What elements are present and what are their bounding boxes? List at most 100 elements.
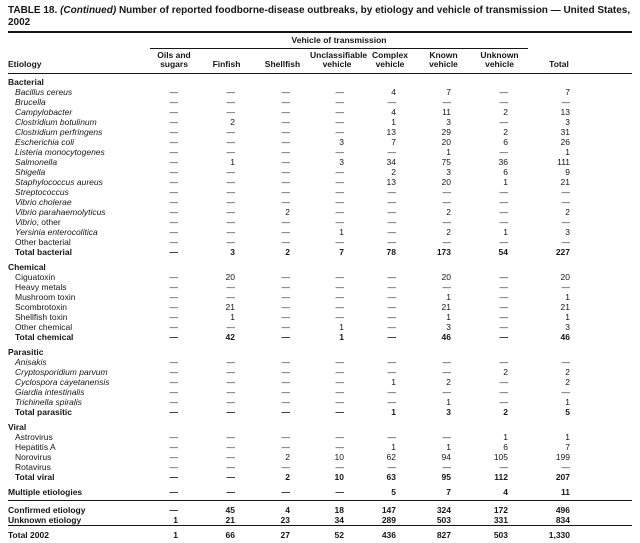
- spacer-cell: [590, 302, 632, 312]
- row-heavy-metals: Heavy metals — — — — — — — —: [8, 282, 632, 292]
- row-label: Parasitic: [8, 346, 44, 357]
- value-cell: 20: [560, 271, 571, 282]
- value-cell: —: [335, 461, 345, 472]
- value-cell: 21: [560, 176, 571, 187]
- value-cell: 2: [565, 366, 571, 377]
- value-cell: 1: [503, 431, 509, 442]
- value-cell: 147: [364, 499, 416, 515]
- spacer-cell: [590, 272, 632, 282]
- row-escherichia-coli: Escherichia coli — — — 3 7 20 6 26: [8, 137, 632, 147]
- value-cell: —: [499, 146, 509, 157]
- value-cell: 6: [503, 136, 509, 147]
- value-cell: 4: [503, 486, 509, 497]
- row-label: Scombrotoxin: [15, 301, 67, 312]
- row-total-parasitic: Total parasitic — — — — 1 3 2 5: [8, 407, 632, 417]
- spacer-cell: [590, 397, 632, 407]
- value-cell: 2: [503, 406, 509, 417]
- value-cell: —: [499, 301, 509, 312]
- value-cell: —: [442, 431, 452, 442]
- value-cell: —: [226, 166, 236, 177]
- value-cell: —: [281, 156, 291, 167]
- column-header-complex-vehicle: Complex vehicle: [364, 48, 416, 74]
- row-label: Cryptosporidium parvum: [15, 366, 108, 377]
- row-label: Viral: [8, 421, 27, 432]
- value-cell: —: [281, 396, 291, 407]
- value-cell: [528, 73, 590, 87]
- row-label: Bacterial: [8, 76, 44, 87]
- value-cell: 436: [364, 524, 416, 543]
- value-cell: —: [169, 486, 179, 497]
- value-cell: 112: [494, 471, 509, 482]
- value-cell: —: [561, 216, 571, 227]
- value-cell: —: [281, 356, 291, 367]
- value-cell: —: [169, 461, 179, 472]
- value-cell: —: [335, 186, 345, 197]
- value-cell: —: [281, 196, 291, 207]
- spacer-cell: [590, 217, 632, 227]
- value-cell: 331: [493, 514, 509, 525]
- value-cell: —: [387, 356, 397, 367]
- value-cell: 78: [386, 246, 396, 257]
- column-header-finfish: Finfish: [198, 48, 255, 74]
- value-cell: —: [226, 196, 236, 207]
- value-cell: —: [169, 376, 179, 387]
- value-cell: 1: [230, 311, 235, 322]
- value-cell: —: [335, 366, 345, 377]
- value-cell: 2: [285, 206, 290, 217]
- value-cell: —: [335, 281, 345, 292]
- row-cyclospora-cayetanensis: Cyclospora cayetanensis — — — — 1 2 — 2: [8, 377, 632, 387]
- value-cell: 4: [255, 499, 310, 515]
- value-cell: —: [335, 271, 345, 282]
- row-label: Brucella: [15, 96, 46, 107]
- spacer-cell: [590, 357, 632, 367]
- value-cell: —: [335, 96, 345, 107]
- value-cell: —: [226, 226, 236, 237]
- value-cell: —: [442, 281, 452, 292]
- spacer-cell: [590, 442, 632, 452]
- row-label: Other bacterial: [15, 236, 71, 247]
- spacer-cell: [590, 515, 632, 526]
- value-cell: —: [499, 311, 509, 322]
- spacer-cell: [590, 472, 632, 482]
- row-bacterial: Bacterial: [8, 73, 632, 87]
- value-cell: —: [499, 386, 509, 397]
- value-cell: —: [387, 431, 397, 442]
- value-cell: —: [169, 366, 179, 377]
- spacer-cell: [590, 237, 632, 247]
- row-label: Multiple etiologies: [8, 486, 83, 497]
- row-label: Total bacterial: [15, 246, 72, 257]
- value-cell: —: [561, 356, 571, 367]
- value-cell: —: [387, 281, 397, 292]
- value-cell: —: [561, 281, 571, 292]
- value-cell: 13: [386, 126, 396, 137]
- value-cell: 1: [565, 146, 571, 157]
- row-brucella: Brucella — — — — — — — —: [8, 97, 632, 107]
- value-cell: —: [499, 86, 509, 97]
- row-total-bacterial: Total bacterial — 3 2 7 78 173 54 227: [8, 247, 632, 257]
- value-cell: —: [335, 106, 345, 117]
- row-salmonella: Salmonella — 1 — 3 34 75 36 111: [8, 157, 632, 167]
- value-cell: —: [335, 196, 345, 207]
- value-cell: 10: [334, 471, 344, 482]
- value-cell: 1: [503, 176, 509, 187]
- value-cell: —: [387, 146, 397, 157]
- value-cell: —: [335, 86, 345, 97]
- value-cell: 34: [334, 514, 344, 525]
- value-cell: [528, 417, 590, 432]
- row-rotavirus: Rotavirus — — — — — — — —: [8, 462, 632, 472]
- spacer-cell: [590, 312, 632, 322]
- value-cell: 95: [441, 471, 451, 482]
- row-label: Total 2002: [8, 524, 150, 543]
- value-cell: 46: [560, 331, 571, 342]
- row-ciguatoxin: Ciguatoxin — 20 — — — 20 — 20: [8, 272, 632, 282]
- value-cell: —: [335, 486, 345, 497]
- value-cell: —: [561, 96, 571, 107]
- value-cell: —: [335, 126, 345, 137]
- value-cell: [198, 257, 255, 272]
- row-confirmed-etiology: Confirmed etiology —45 4 18 147 324 172 496: [8, 499, 633, 515]
- row-hepatitis-a: Hepatitis A — — — — 1 1 6 7: [8, 442, 632, 452]
- value-cell: [310, 257, 364, 272]
- value-cell: [198, 73, 255, 87]
- value-cell: 1: [230, 156, 235, 167]
- row-anisakis: Anisakis — — — — — — — —: [8, 357, 632, 367]
